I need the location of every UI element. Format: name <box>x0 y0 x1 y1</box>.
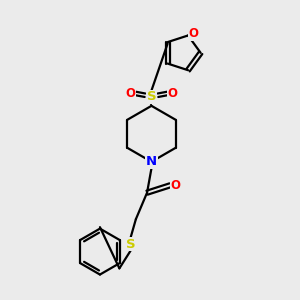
Text: N: N <box>146 155 157 168</box>
Text: S: S <box>147 91 156 103</box>
Text: O: O <box>170 179 180 192</box>
Text: S: S <box>126 238 135 251</box>
Text: O: O <box>168 87 178 100</box>
Text: O: O <box>125 87 135 100</box>
Text: O: O <box>188 28 198 40</box>
